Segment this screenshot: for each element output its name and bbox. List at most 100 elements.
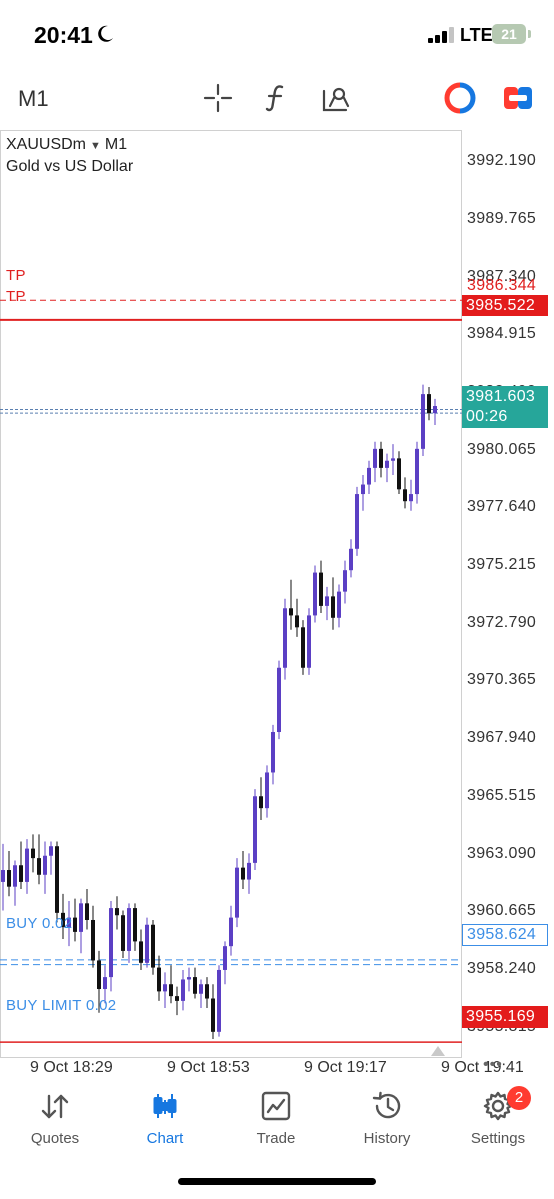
candle-body: [337, 591, 341, 618]
price-axis-label: 3987.340: [467, 267, 537, 285]
tab-label: History: [363, 1130, 411, 1147]
candle-body: [67, 917, 71, 928]
candle-body: [49, 846, 53, 856]
candle-body: [289, 608, 293, 616]
candle-body: [421, 394, 425, 449]
tab-label: Trade: [256, 1130, 296, 1147]
crosshair-icon[interactable]: [202, 82, 234, 114]
candle-body: [235, 867, 239, 918]
candle-body: [103, 977, 107, 989]
tab-trade[interactable]: Trade: [221, 1090, 331, 1158]
time-label: 9 Oct 18:53: [167, 1059, 250, 1076]
candle-body: [295, 615, 299, 628]
candle-body: [25, 848, 29, 882]
chart-icon: [153, 1094, 177, 1118]
candle-body: [139, 941, 143, 963]
caret-down-icon[interactable]: ▼: [90, 140, 101, 152]
buy-limit-price-tag: 3955.169: [462, 1006, 548, 1028]
tab-label: Settings: [470, 1130, 526, 1147]
candle-body: [313, 572, 317, 616]
battery-cap: [528, 30, 531, 38]
chart-frame[interactable]: [0, 130, 462, 1058]
more-icon[interactable]: •••: [483, 1056, 503, 1073]
candle-body: [253, 796, 257, 863]
candle-body: [145, 924, 149, 963]
status-bar: 20:41 LTE 21: [0, 0, 554, 70]
candle-body: [271, 732, 275, 773]
candle-body: [175, 996, 179, 1001]
candle-body: [367, 467, 371, 485]
price-axis-label: 3970.365: [467, 671, 537, 689]
price-axis-label: 3977.640: [467, 498, 537, 516]
moon-icon: [98, 25, 113, 42]
symbol-header[interactable]: XAUUSDm ▼ M1: [6, 136, 127, 154]
price-axis-label: 3975.215: [467, 556, 537, 574]
candle-body: [277, 667, 281, 733]
candle-body: [229, 917, 233, 947]
tab-history[interactable]: History: [332, 1090, 442, 1158]
home-indicator: [178, 1178, 376, 1185]
candle-body: [355, 494, 359, 549]
function-icon[interactable]: [260, 82, 292, 114]
status-time: 20:41: [34, 22, 93, 48]
tp-label[interactable]: TP: [6, 288, 26, 305]
candle-body: [331, 596, 335, 618]
chart-switch-icon[interactable]: [502, 82, 534, 114]
scroll-to-end-icon[interactable]: [431, 1046, 445, 1056]
tab-label: Quotes: [30, 1130, 80, 1147]
tab-bar: Quotes Chart Trade History: [0, 1082, 554, 1162]
price-axis-label: 3984.915: [467, 325, 537, 343]
candle-body: [127, 908, 131, 951]
candle-body: [325, 596, 329, 606]
candle-body: [385, 460, 389, 468]
bid-price: 3981.603: [466, 388, 536, 405]
tab-quotes[interactable]: Quotes: [0, 1090, 110, 1158]
candle-body: [61, 912, 65, 928]
symbol-timeframe: M1: [104, 136, 128, 153]
buy-position-label[interactable]: BUY 0.02: [6, 915, 73, 932]
price-axis-label: 3972.790: [467, 613, 537, 631]
time-label: 9 Oct 18:29: [30, 1059, 113, 1076]
time-label: 9 Oct 19:17: [304, 1059, 387, 1076]
candle-body: [199, 984, 203, 994]
candle-body: [217, 969, 221, 1032]
candle-body: [247, 862, 251, 880]
candle-body: [307, 615, 311, 668]
network-label: LTE: [460, 25, 493, 45]
candle-body: [193, 977, 197, 994]
tab-settings[interactable]: Settings 2: [443, 1086, 553, 1158]
price-axis-label: 3963.090: [467, 844, 537, 862]
candle-body: [7, 870, 11, 887]
candle-body: [427, 394, 431, 414]
price-axis-label: 3992.190: [467, 152, 537, 170]
tp-label[interactable]: TP: [6, 267, 26, 284]
buy-limit-label[interactable]: BUY LIMIT 0.02: [6, 997, 117, 1014]
candle-body: [55, 846, 59, 913]
candle-body: [109, 908, 113, 978]
buy-price-tag: 3958.624: [462, 924, 548, 946]
chart-area[interactable]: XAUUSDm ▼ M1 Gold vs US Dollar 3992.190 398…: [0, 130, 554, 1080]
candle-body: [91, 919, 95, 961]
candle-body: [157, 967, 161, 992]
candle-body: [73, 917, 77, 932]
notification-badge: 2: [507, 1086, 531, 1110]
candle-body: [97, 960, 101, 989]
trade-icon: [261, 1091, 291, 1121]
quotes-icon: [41, 1094, 69, 1119]
candlestick-plot[interactable]: [0, 130, 462, 1058]
candle-body: [259, 796, 263, 809]
timeframe-button[interactable]: M1: [18, 86, 49, 111]
candle-body: [397, 458, 401, 490]
tp-price-tag: 3985.522: [462, 295, 548, 316]
candle-body: [121, 915, 125, 951]
one-click-trading-icon[interactable]: [444, 82, 476, 114]
candle-body: [391, 458, 395, 461]
tp-price-label: 3986.344: [467, 277, 537, 294]
candle-body: [1, 870, 5, 882]
candle-body: [361, 484, 365, 495]
symbol-name[interactable]: XAUUSDm: [6, 136, 87, 153]
tab-chart[interactable]: Chart: [110, 1090, 220, 1158]
candle-body: [85, 903, 89, 920]
objects-icon[interactable]: [320, 82, 352, 114]
candle-body: [79, 903, 83, 932]
